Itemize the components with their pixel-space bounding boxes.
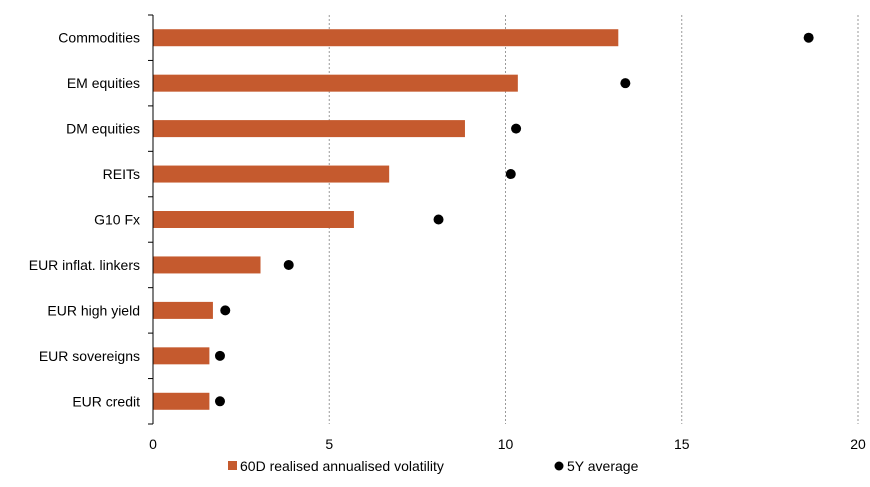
category-label: REITs: [103, 166, 140, 182]
dot-layer: [214, 32, 814, 407]
average-dot: [214, 350, 225, 361]
volatility-bar: [153, 392, 210, 410]
average-dot: [283, 259, 294, 270]
average-dot: [433, 214, 444, 225]
category-label: G10 Fx: [94, 212, 140, 228]
average-dot: [505, 169, 516, 180]
bar-layer: [153, 29, 619, 410]
x-tick-label: 5: [325, 436, 333, 452]
x-tick-label: 15: [674, 436, 690, 452]
label-layer: 0 5 10 15 20 Commodities EM equities DM equitie…: [29, 30, 866, 452]
legend: 60D realised annualised volatility 5Y ave…: [228, 458, 639, 474]
category-label: EM equities: [67, 75, 140, 91]
category-label: Commodities: [58, 30, 140, 46]
x-tick-label: 10: [498, 436, 514, 452]
legend-label-bar: 60D realised annualised volatility: [240, 458, 444, 474]
volatility-bar: [153, 120, 465, 138]
category-label: EUR inflat. linkers: [29, 257, 140, 273]
legend-label-dot: 5Y average: [567, 458, 639, 474]
volatility-bar: [153, 211, 354, 228]
volatility-bar: [153, 29, 619, 47]
average-dot: [220, 305, 231, 316]
category-label: DM equities: [66, 121, 140, 137]
volatility-bar: [153, 165, 390, 183]
volatility-bar: [153, 256, 261, 274]
volatility-bar: [153, 301, 213, 319]
x-tick-label: 0: [149, 436, 157, 452]
volatility-bar: [153, 347, 210, 365]
category-label: EUR credit: [72, 393, 140, 409]
average-dot: [214, 396, 225, 407]
x-tick-label: 20: [850, 436, 866, 452]
average-dot: [803, 32, 814, 43]
category-label: EUR high yield: [47, 302, 140, 318]
legend-swatch-dot: [554, 461, 564, 471]
average-dot: [511, 123, 522, 134]
average-dot: [620, 78, 631, 89]
axis-layer: [148, 14, 154, 425]
category-label: EUR sovereigns: [39, 348, 140, 364]
legend-swatch-bar: [228, 461, 237, 470]
volatility-bar: [153, 74, 518, 92]
